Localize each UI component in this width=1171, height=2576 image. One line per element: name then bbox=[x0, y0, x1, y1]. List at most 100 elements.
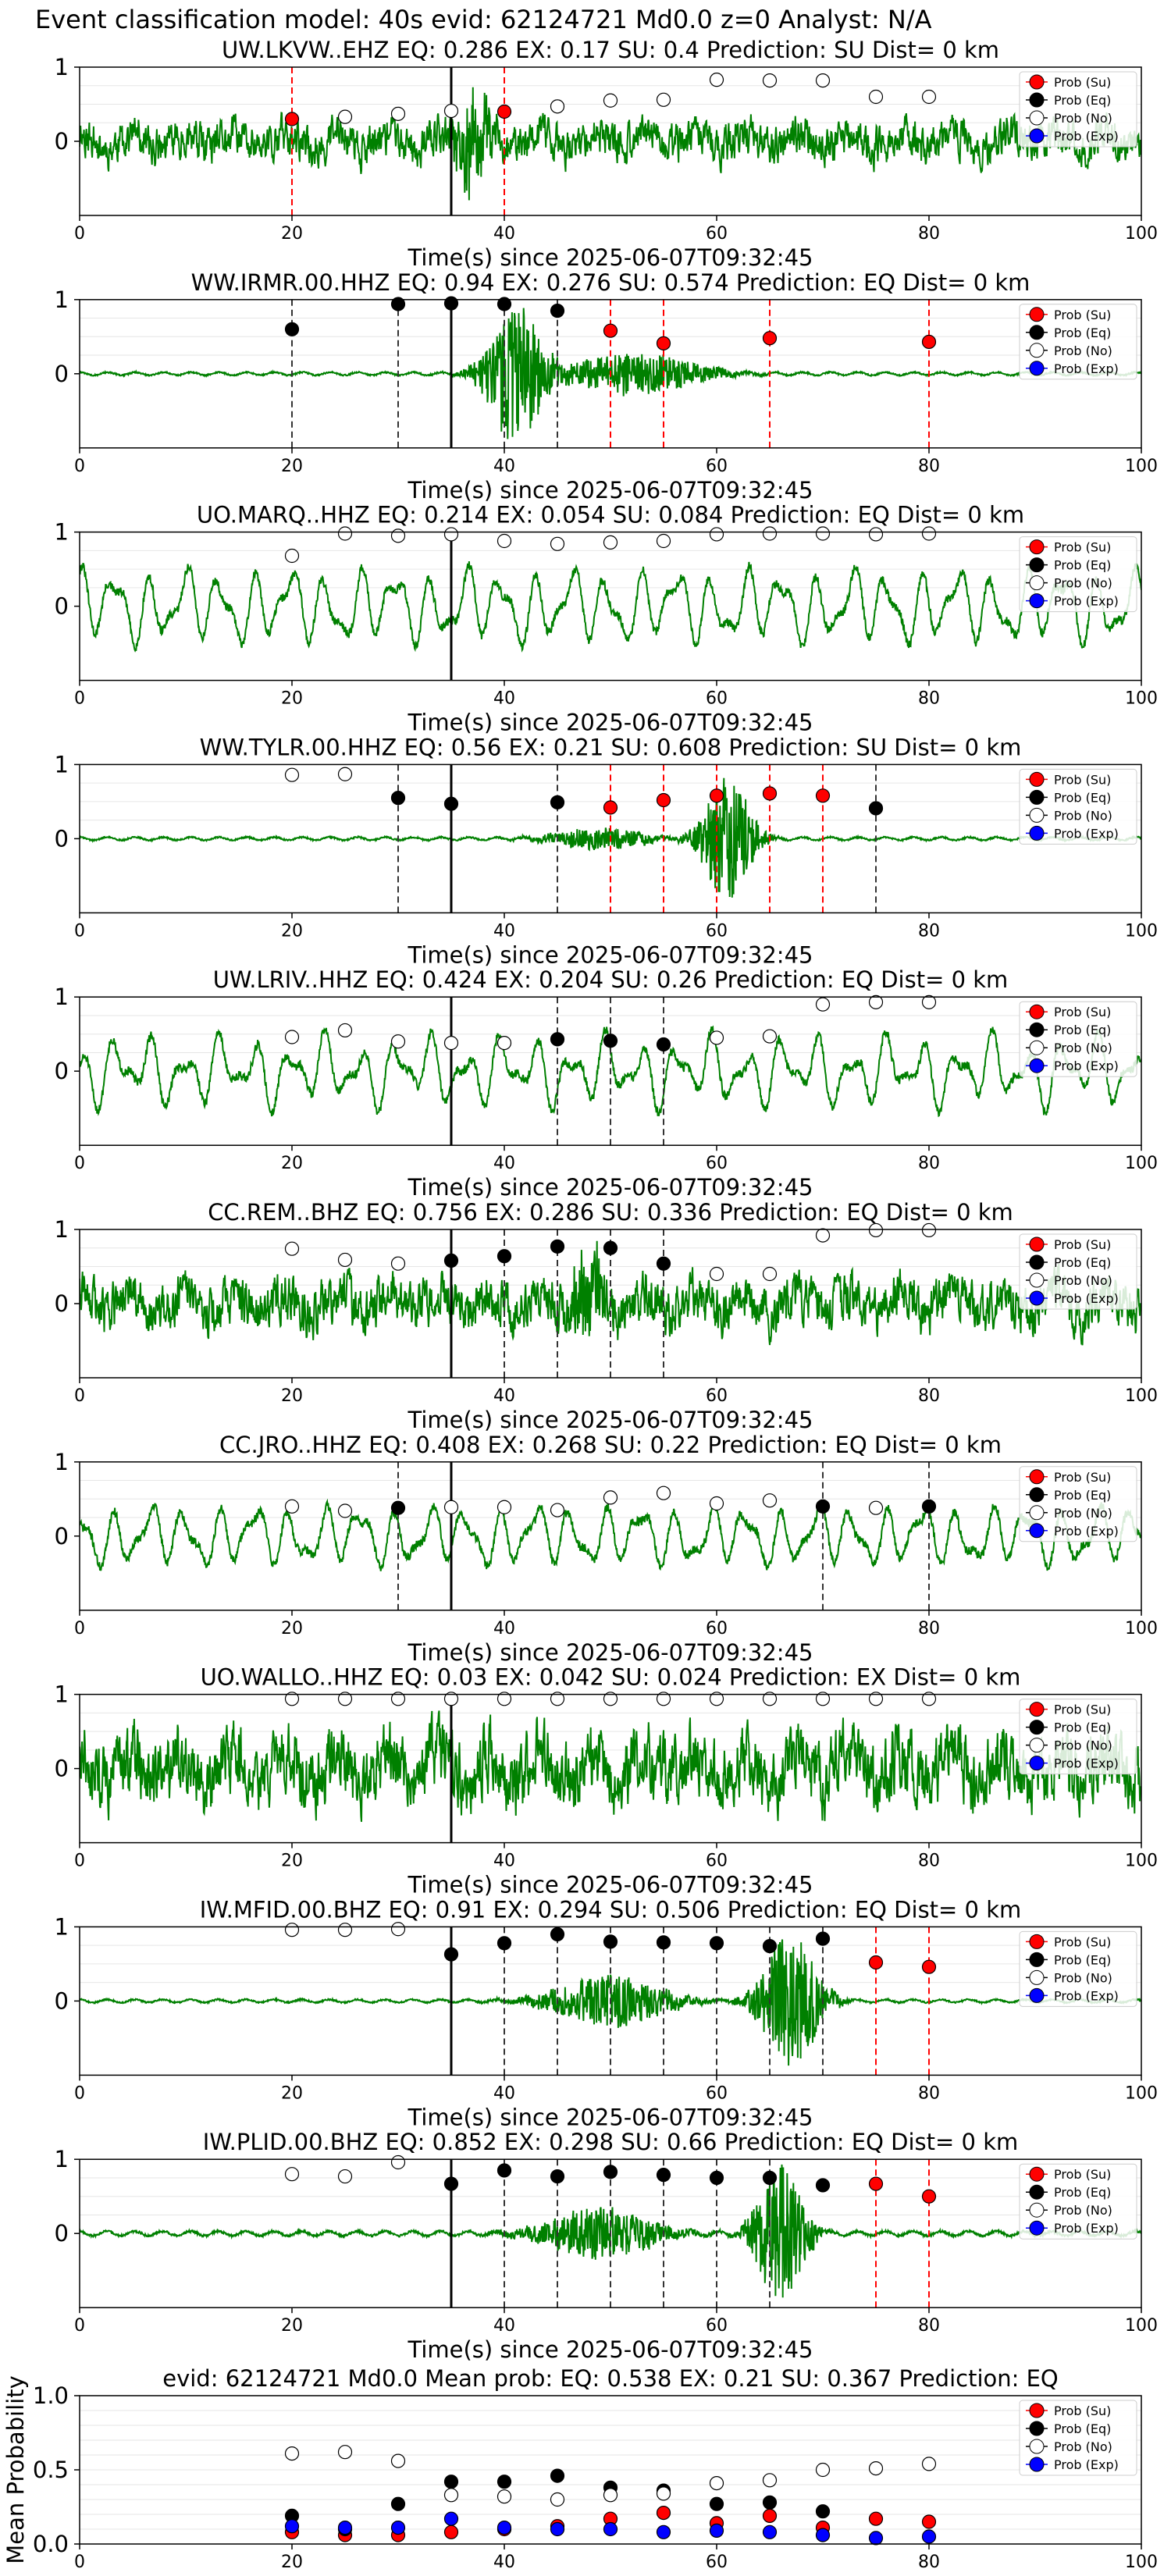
legend-label-su: Prob (Su) bbox=[1054, 308, 1111, 322]
legend-label-no: Prob (No) bbox=[1054, 343, 1112, 358]
legend-marker-eq bbox=[1029, 2421, 1045, 2436]
x-axis-label: Time(s) since 2025-06-07T09:32:45 bbox=[408, 941, 813, 968]
x-tick-label: 0 bbox=[74, 2553, 85, 2572]
prob-point-no bbox=[709, 1496, 724, 1511]
y-tick-label: 1 bbox=[55, 751, 69, 777]
y-tick-label: 0 bbox=[55, 1756, 69, 1782]
prob-point-su bbox=[497, 104, 512, 119]
prob-point-su bbox=[656, 792, 671, 808]
prob-point-no bbox=[762, 1493, 778, 1508]
waveform-trace bbox=[80, 87, 1141, 201]
y-tick-label: 0.0 bbox=[33, 2531, 69, 2557]
prob-point-eq bbox=[550, 1927, 565, 1941]
y-tick-label: 1 bbox=[55, 1216, 69, 1243]
legend-label-su: Prob (Su) bbox=[1054, 1005, 1111, 1019]
prob-point-no bbox=[390, 1034, 406, 1049]
legend-label-su: Prob (Su) bbox=[1054, 1703, 1111, 1717]
x-tick-label: 80 bbox=[918, 224, 940, 244]
prob-point-no bbox=[921, 1692, 937, 1706]
legend-label-su: Prob (Su) bbox=[1054, 1934, 1111, 1949]
prob-point-eq bbox=[603, 1934, 618, 1949]
legend-marker-exp bbox=[1029, 2457, 1045, 2472]
prob-point-no bbox=[390, 1922, 406, 1937]
prob-point-no bbox=[709, 527, 724, 542]
legend-label-no: Prob (No) bbox=[1054, 1041, 1112, 1055]
prob-point-su bbox=[921, 334, 937, 350]
panel-title: evid: 62124721 Md0.0 Mean prob: EQ: 0.53… bbox=[162, 2365, 1059, 2392]
waveform-trace bbox=[80, 1939, 1141, 2066]
legend-marker-su bbox=[1029, 1004, 1045, 1019]
legend-marker-su bbox=[1029, 1236, 1045, 1252]
mean-point-eq bbox=[390, 2496, 406, 2511]
prob-point-eq bbox=[656, 1037, 671, 1052]
legend-marker-su bbox=[1029, 1934, 1045, 1949]
prob-point-no bbox=[603, 1692, 618, 1706]
legend-marker-exp bbox=[1029, 1058, 1045, 1073]
legend-label-exp: Prob (Exp) bbox=[1054, 129, 1119, 144]
y-tick-label: 0 bbox=[55, 1058, 69, 1084]
x-tick-label: 0 bbox=[74, 224, 85, 244]
mean-point-exp bbox=[815, 2528, 831, 2542]
y-tick-label: 0 bbox=[55, 1987, 69, 2014]
x-tick-label: 20 bbox=[281, 1154, 303, 1173]
prob-point-no bbox=[762, 1692, 778, 1706]
prob-point-eq bbox=[762, 1939, 778, 1954]
mean-point-exp bbox=[497, 2521, 512, 2535]
station-panel-0: UW.LKVW..EHZ EQ: 0.286 EX: 0.17 SU: 0.4 … bbox=[55, 37, 1158, 271]
x-tick-label: 40 bbox=[493, 224, 515, 244]
legend-label-su: Prob (Su) bbox=[1054, 75, 1111, 90]
prob-point-no bbox=[709, 73, 724, 87]
legend-marker-no bbox=[1029, 807, 1045, 823]
prob-point-no bbox=[762, 1029, 778, 1044]
legend-marker-eq bbox=[1029, 1952, 1045, 1967]
legend-marker-su bbox=[1029, 1469, 1045, 1485]
prob-point-eq bbox=[762, 2170, 778, 2186]
prob-point-no bbox=[868, 1222, 884, 1238]
y-tick-label: 1 bbox=[55, 286, 69, 313]
prob-point-no bbox=[921, 994, 937, 1009]
legend-label-no: Prob (No) bbox=[1054, 1506, 1112, 1521]
x-tick-label: 40 bbox=[493, 2083, 515, 2103]
waveform-trace bbox=[80, 308, 1141, 439]
prob-point-eq bbox=[815, 2178, 831, 2193]
prob-point-no bbox=[443, 1692, 459, 1706]
x-tick-label: 80 bbox=[918, 2553, 940, 2572]
mean-point-su bbox=[921, 2514, 937, 2529]
prob-point-no bbox=[337, 1923, 353, 1937]
prob-point-no bbox=[815, 997, 831, 1012]
legend-marker-su bbox=[1029, 1702, 1045, 1717]
mean-point-no bbox=[709, 2476, 724, 2491]
mean-point-su bbox=[443, 2524, 459, 2539]
x-tick-label: 40 bbox=[493, 2316, 515, 2336]
prob-point-no bbox=[390, 106, 406, 121]
prob-point-eq bbox=[603, 2165, 618, 2179]
mean-point-exp bbox=[443, 2511, 459, 2526]
prob-point-su bbox=[603, 800, 618, 815]
prob-point-su bbox=[815, 788, 831, 803]
legend-label-eq: Prob (Eq) bbox=[1054, 2421, 1111, 2436]
axes-frame bbox=[79, 1461, 1142, 1611]
prob-point-no bbox=[443, 1035, 459, 1051]
x-tick-label: 80 bbox=[918, 2083, 940, 2103]
legend-box bbox=[1019, 1001, 1137, 1077]
legend-label-exp: Prob (Exp) bbox=[1054, 594, 1119, 609]
x-tick-label: 60 bbox=[706, 921, 728, 941]
panel-title: UO.MARQ..HHZ EQ: 0.214 EX: 0.054 SU: 0.0… bbox=[197, 502, 1024, 528]
y-tick-label: 1 bbox=[55, 54, 69, 80]
legend-marker-exp bbox=[1029, 1987, 1045, 2003]
mean-point-su bbox=[656, 2506, 671, 2521]
prob-point-no bbox=[709, 1266, 724, 1282]
mean-point-no bbox=[656, 2486, 671, 2501]
prob-point-eq bbox=[868, 801, 884, 816]
mean-point-exp bbox=[550, 2521, 565, 2537]
prob-point-eq bbox=[497, 1936, 512, 1951]
y-tick-label: 1.0 bbox=[33, 2382, 69, 2409]
mean-point-exp bbox=[656, 2524, 671, 2539]
prob-point-su bbox=[868, 2176, 884, 2191]
x-tick-label: 60 bbox=[706, 224, 728, 244]
prob-point-no bbox=[762, 526, 778, 541]
station-panel-7: UO.WALLO..HHZ EQ: 0.03 EX: 0.042 SU: 0.0… bbox=[55, 1664, 1158, 1898]
prob-point-no bbox=[337, 526, 353, 541]
x-tick-label: 0 bbox=[74, 2316, 85, 2336]
x-tick-label: 40 bbox=[493, 1619, 515, 1638]
